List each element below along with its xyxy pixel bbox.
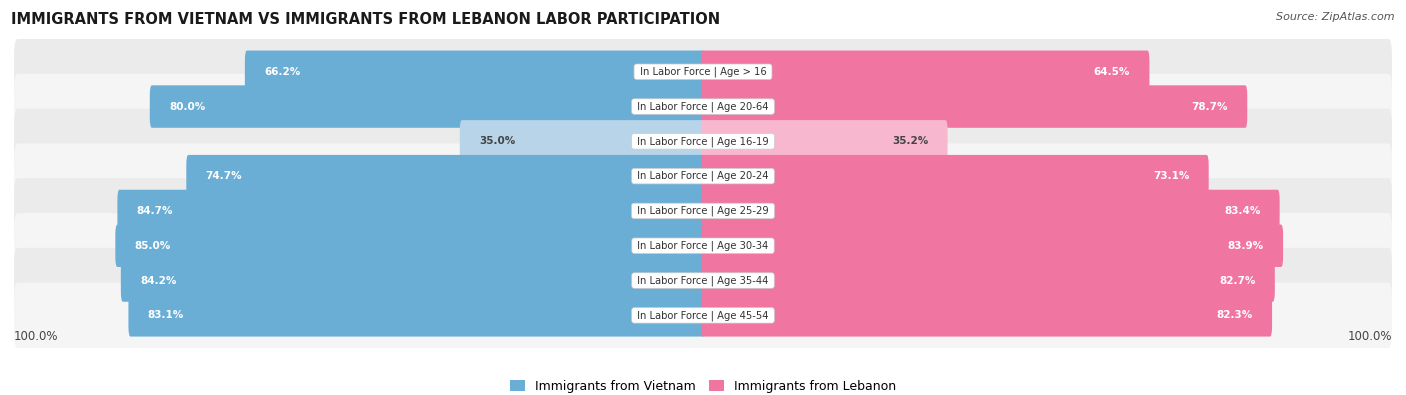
Text: 84.7%: 84.7% (136, 206, 173, 216)
Text: In Labor Force | Age 45-54: In Labor Force | Age 45-54 (634, 310, 772, 321)
FancyBboxPatch shape (14, 143, 1392, 209)
Text: In Labor Force | Age 20-24: In Labor Force | Age 20-24 (634, 171, 772, 181)
Text: 64.5%: 64.5% (1094, 67, 1130, 77)
FancyBboxPatch shape (702, 294, 1272, 337)
FancyBboxPatch shape (702, 85, 1247, 128)
Text: 83.9%: 83.9% (1227, 241, 1264, 251)
Text: In Labor Force | Age > 16: In Labor Force | Age > 16 (637, 66, 769, 77)
Text: 80.0%: 80.0% (169, 102, 205, 111)
FancyBboxPatch shape (14, 109, 1392, 174)
Text: 35.0%: 35.0% (479, 136, 516, 147)
Text: IMMIGRANTS FROM VIETNAM VS IMMIGRANTS FROM LEBANON LABOR PARTICIPATION: IMMIGRANTS FROM VIETNAM VS IMMIGRANTS FR… (11, 12, 720, 27)
FancyBboxPatch shape (702, 51, 1150, 93)
Legend: Immigrants from Vietnam, Immigrants from Lebanon: Immigrants from Vietnam, Immigrants from… (505, 375, 901, 395)
FancyBboxPatch shape (702, 155, 1209, 198)
FancyBboxPatch shape (460, 120, 704, 163)
Text: 35.2%: 35.2% (891, 136, 928, 147)
FancyBboxPatch shape (702, 259, 1275, 302)
FancyBboxPatch shape (186, 155, 704, 198)
Text: 82.3%: 82.3% (1216, 310, 1253, 320)
Text: In Labor Force | Age 35-44: In Labor Force | Age 35-44 (634, 275, 772, 286)
Text: 66.2%: 66.2% (264, 67, 301, 77)
Text: 73.1%: 73.1% (1153, 171, 1189, 181)
FancyBboxPatch shape (128, 294, 704, 337)
FancyBboxPatch shape (14, 248, 1392, 313)
Text: 78.7%: 78.7% (1191, 102, 1227, 111)
Text: 83.1%: 83.1% (148, 310, 184, 320)
FancyBboxPatch shape (14, 283, 1392, 348)
FancyBboxPatch shape (245, 51, 704, 93)
Text: In Labor Force | Age 20-64: In Labor Force | Age 20-64 (634, 101, 772, 112)
FancyBboxPatch shape (702, 224, 1284, 267)
Text: In Labor Force | Age 30-34: In Labor Force | Age 30-34 (634, 241, 772, 251)
Text: In Labor Force | Age 16-19: In Labor Force | Age 16-19 (634, 136, 772, 147)
Text: 85.0%: 85.0% (135, 241, 172, 251)
FancyBboxPatch shape (702, 190, 1279, 232)
Text: In Labor Force | Age 25-29: In Labor Force | Age 25-29 (634, 206, 772, 216)
Text: 100.0%: 100.0% (14, 330, 59, 343)
FancyBboxPatch shape (150, 85, 704, 128)
FancyBboxPatch shape (117, 190, 704, 232)
Text: 74.7%: 74.7% (205, 171, 242, 181)
FancyBboxPatch shape (702, 120, 948, 163)
Text: 82.7%: 82.7% (1219, 276, 1256, 286)
FancyBboxPatch shape (14, 39, 1392, 104)
FancyBboxPatch shape (14, 213, 1392, 278)
Text: Source: ZipAtlas.com: Source: ZipAtlas.com (1277, 12, 1395, 22)
FancyBboxPatch shape (121, 259, 704, 302)
Text: 100.0%: 100.0% (1347, 330, 1392, 343)
FancyBboxPatch shape (115, 224, 704, 267)
FancyBboxPatch shape (14, 178, 1392, 244)
Text: 84.2%: 84.2% (141, 276, 177, 286)
FancyBboxPatch shape (14, 74, 1392, 139)
Text: 83.4%: 83.4% (1225, 206, 1260, 216)
